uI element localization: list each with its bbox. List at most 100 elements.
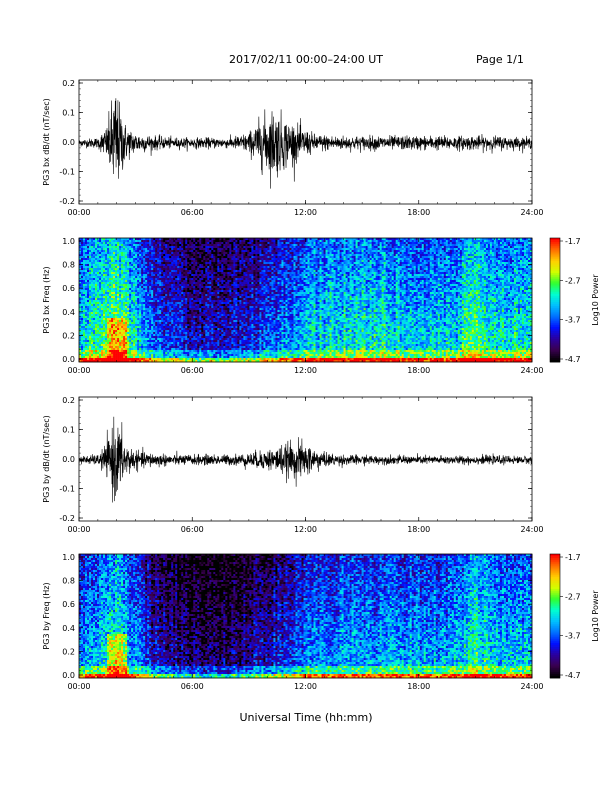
- spectrogram-cell: [93, 340, 95, 342]
- spectrogram-cell: [83, 284, 85, 286]
- spectrogram-cell: [101, 358, 103, 360]
- spectrogram-cell: [103, 260, 105, 262]
- spectrogram-cell: [107, 346, 109, 348]
- spectrogram-cell: [101, 306, 103, 308]
- spectrogram-cell: [91, 338, 93, 340]
- spectrogram-cell: [93, 266, 95, 268]
- spectrogram-cell: [89, 264, 91, 266]
- spectrogram-cell: [95, 306, 97, 308]
- spectrogram-cell: [109, 300, 111, 302]
- spectrogram-cell: [101, 266, 103, 268]
- spectrogram-cell: [89, 272, 91, 274]
- spectrogram-cell: [103, 286, 105, 288]
- spectrogram-cell: [101, 292, 103, 294]
- spectrogram-cell: [97, 278, 99, 280]
- spectrogram-cell: [105, 268, 107, 270]
- spectrogram-cell: [101, 314, 103, 316]
- spectrogram-cell: [111, 274, 113, 276]
- spectrogram-cell: [99, 286, 101, 288]
- spectrogram-cell: [89, 354, 91, 356]
- spectrogram-cell: [93, 358, 95, 360]
- spectrogram-cell: [105, 320, 107, 322]
- spectrogram-cell: [87, 260, 89, 262]
- spectrogram-cell: [93, 316, 95, 318]
- spectrogram-cell: [105, 282, 107, 284]
- spectrogram-cell: [85, 306, 87, 308]
- spectrogram-cell: [89, 304, 91, 306]
- spectrogram-cell: [109, 252, 111, 254]
- spectrogram-cell: [109, 292, 111, 294]
- spectrogram-cell: [101, 284, 103, 286]
- spectrogram-cell: [89, 312, 91, 314]
- spectrogram-cell: [105, 308, 107, 310]
- spectrogram-cell: [97, 322, 99, 324]
- spectrogram-cell: [93, 280, 95, 282]
- spectrogram-cell: [111, 346, 113, 348]
- spectrogram-cell: [105, 286, 107, 288]
- spectrogram-cell: [109, 344, 111, 346]
- spectrogram-cell: [107, 246, 109, 248]
- spectrogram-cell: [91, 308, 93, 310]
- spectrogram-cell: [91, 262, 93, 264]
- spectrogram-cell: [111, 330, 113, 332]
- spectrogram-cell: [81, 320, 83, 322]
- spectrogram-cell: [105, 352, 107, 354]
- spectrogram-cell: [89, 356, 91, 358]
- spectrogram-cell: [107, 286, 109, 288]
- spectrogram-cell: [103, 284, 105, 286]
- spectrogram-cell: [83, 240, 85, 242]
- spectrogram-cell: [81, 282, 83, 284]
- spectrogram-cell: [101, 300, 103, 302]
- spectrogram-cell: [93, 270, 95, 272]
- spectrogram-cell: [99, 274, 101, 276]
- spectrogram-cell: [95, 250, 97, 252]
- spectrogram-cell: [99, 314, 101, 316]
- spectrogram-cell: [83, 264, 85, 266]
- spectrogram-cell: [89, 276, 91, 278]
- spectrogram-cell: [87, 300, 89, 302]
- spectrogram-cell: [85, 272, 87, 274]
- spectrogram-cell: [85, 250, 87, 252]
- spectrogram-cell: [105, 316, 107, 318]
- spectrogram-cell: [101, 346, 103, 348]
- spectrogram-cell: [81, 274, 83, 276]
- spectrogram-cell: [103, 346, 105, 348]
- spectrogram-cell: [103, 348, 105, 350]
- spectrogram-cell: [81, 346, 83, 348]
- spectrogram-cell: [97, 328, 99, 330]
- spectrogram-cell: [81, 290, 83, 292]
- spectrogram-cell: [87, 268, 89, 270]
- spectrogram-cell: [91, 310, 93, 312]
- spectrogram-cell: [109, 246, 111, 248]
- spectrogram-cell: [93, 326, 95, 328]
- spectrogram-cell: [105, 334, 107, 336]
- spectrogram-cell: [105, 274, 107, 276]
- spectrogram-cell: [99, 258, 101, 260]
- spectrogram-cell: [81, 338, 83, 340]
- spectrogram-cell: [107, 350, 109, 352]
- spectrogram-cell: [105, 266, 107, 268]
- spectrogram-cell: [101, 328, 103, 330]
- spectrogram-cell: [89, 286, 91, 288]
- spectrogram-cell: [87, 316, 89, 318]
- spectrogram-cell: [101, 254, 103, 256]
- spectrogram-cell: [105, 248, 107, 250]
- spectrogram-cell: [99, 316, 101, 318]
- spectrogram-cell: [111, 300, 113, 302]
- spectrogram-cell: [97, 358, 99, 360]
- spectrogram-cell: [111, 282, 113, 284]
- spectrogram-cell: [87, 338, 89, 340]
- spectrogram-cell: [85, 260, 87, 262]
- spectrogram-cell: [107, 330, 109, 332]
- spectrogram-cell: [111, 338, 113, 340]
- spectrogram-cell: [113, 246, 115, 248]
- spectrogram-cell: [105, 280, 107, 282]
- spectrogram-cell: [101, 256, 103, 258]
- spectrogram-cell: [105, 254, 107, 256]
- spectrogram-cell: [87, 344, 89, 346]
- spectrogram-cell: [81, 252, 83, 254]
- spectrogram-cell: [87, 246, 89, 248]
- spectrogram-cell: [89, 358, 91, 360]
- spectrogram-cell: [89, 324, 91, 326]
- spectrogram-cell: [111, 258, 113, 260]
